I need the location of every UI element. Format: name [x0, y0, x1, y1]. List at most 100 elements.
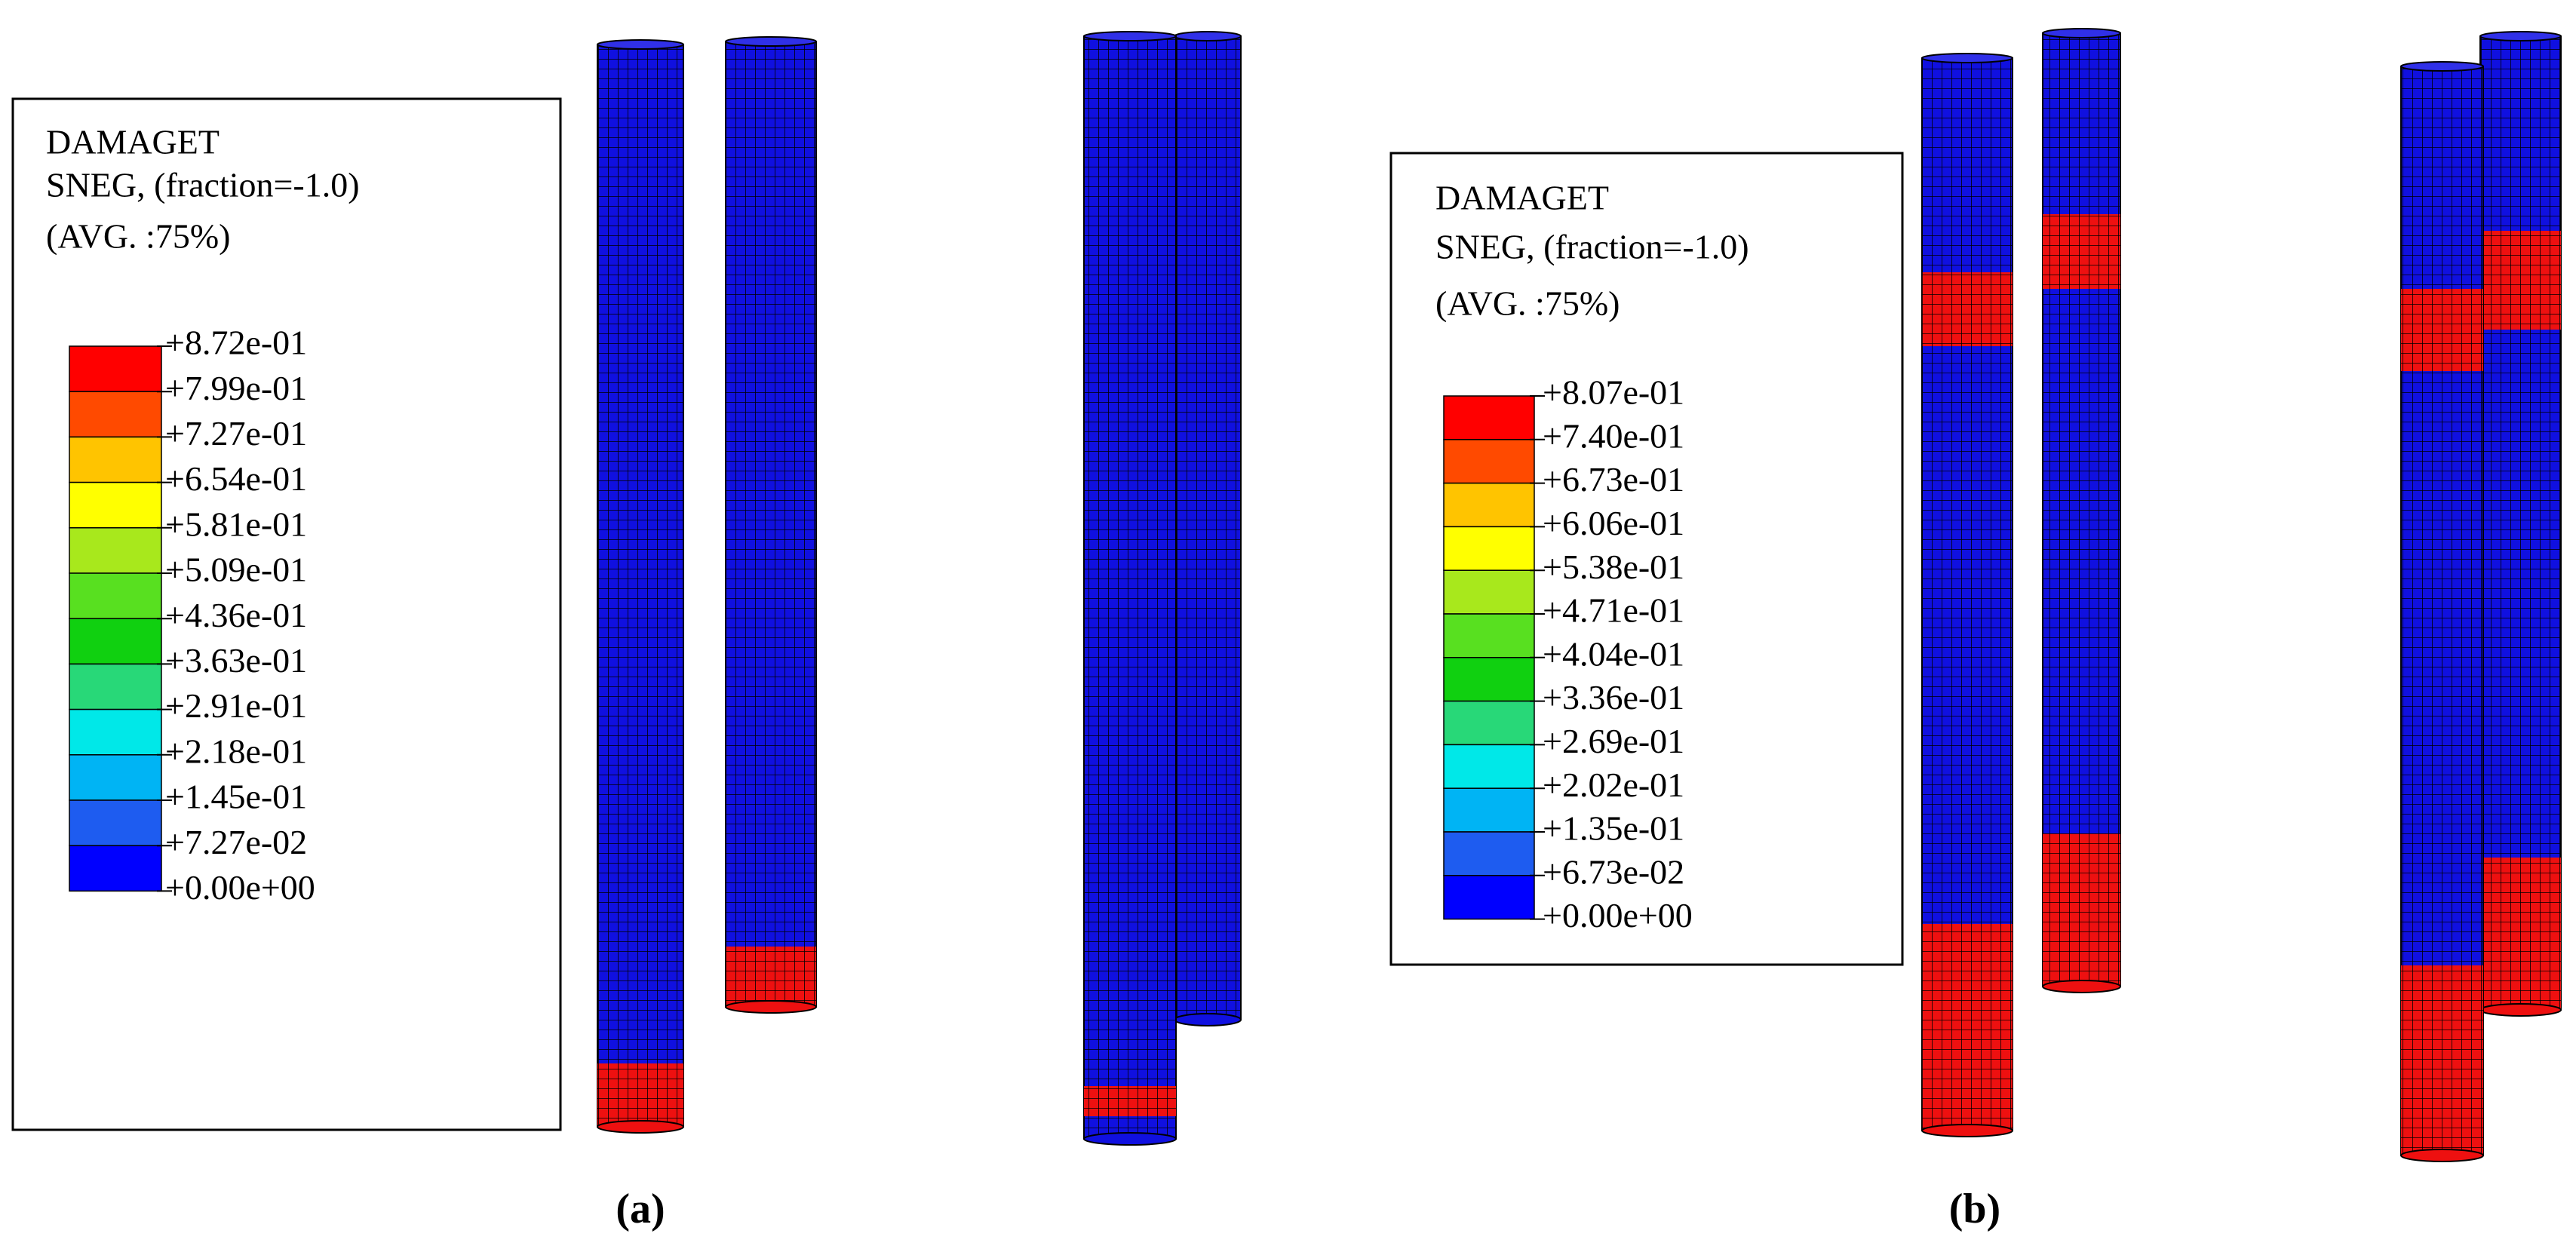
legend-level: +0.00e+00	[1543, 896, 1693, 934]
legend-title: SNEG, (fraction=-1.0)	[1435, 228, 1749, 266]
column-base	[2479, 1003, 2562, 1017]
legend-level: +1.45e-01	[165, 778, 307, 816]
legend-band	[69, 708, 162, 756]
legend-band	[69, 527, 162, 574]
legend-level: +2.18e-01	[165, 732, 307, 770]
legend-band	[69, 799, 162, 846]
legend-band	[1443, 657, 1535, 702]
column-top	[725, 36, 817, 47]
legend-title: SNEG, (fraction=-1.0)	[46, 166, 360, 204]
columns	[597, 28, 2562, 1162]
damage-zone	[1922, 924, 2013, 1131]
column	[1083, 31, 1177, 1146]
legend-level: +2.69e-01	[1543, 722, 1684, 760]
damage-zone	[2480, 858, 2561, 1010]
panel-label: (b)	[1949, 1186, 2000, 1232]
legend-level: +1.35e-01	[1543, 809, 1684, 848]
legend-title: (AVG. :75%)	[1435, 284, 1620, 323]
legend-band	[69, 845, 162, 892]
legend-level: +0.00e+00	[165, 868, 315, 907]
legend-level: +6.73e-01	[1543, 460, 1684, 499]
damage-zone	[726, 947, 816, 1007]
legend-level: +4.71e-01	[1543, 591, 1684, 630]
legend-band	[1443, 439, 1535, 484]
column-body	[725, 41, 817, 1008]
damage-zone	[2043, 214, 2120, 289]
legend-band	[69, 572, 162, 619]
legend-level: +6.06e-01	[1543, 504, 1684, 542]
column	[597, 39, 684, 1134]
column	[2042, 28, 2121, 993]
column	[2400, 61, 2484, 1162]
legend-band	[1443, 526, 1535, 571]
legend-band	[69, 436, 162, 483]
damage-zone	[597, 1063, 683, 1127]
legend-band	[69, 391, 162, 438]
damage-zone	[1084, 1086, 1176, 1116]
damage-zone	[2401, 289, 2483, 371]
legend-level: +5.38e-01	[1543, 548, 1684, 586]
legend-band	[1443, 787, 1535, 833]
column-base	[1921, 1124, 2013, 1137]
column-top	[597, 39, 684, 50]
legend-band	[1443, 831, 1535, 876]
column-top	[2400, 61, 2484, 72]
legend-level: +2.02e-01	[1543, 766, 1684, 804]
column	[2479, 31, 2562, 1017]
column-base	[2042, 980, 2121, 993]
legend-level: +7.99e-01	[165, 369, 307, 407]
legend-level: +8.72e-01	[165, 324, 307, 362]
legend-level: +7.40e-01	[1543, 416, 1684, 455]
column-top	[2042, 28, 2121, 38]
legend-band	[1443, 875, 1535, 920]
legend-level: +4.04e-01	[1543, 634, 1684, 673]
legend-level: +7.27e-02	[165, 823, 307, 861]
legend-band	[1443, 700, 1535, 746]
legend-band	[1443, 482, 1535, 528]
column	[725, 36, 817, 1014]
column	[1921, 53, 2013, 1137]
column-base	[2400, 1149, 2484, 1162]
legend: DAMAGET SNEG, (fraction=-1.0) (AVG. :75%) +…	[11, 97, 562, 1131]
legend-band	[69, 481, 162, 529]
legend-level: +5.81e-01	[165, 505, 307, 543]
column-body	[597, 44, 684, 1128]
legend-band	[1443, 569, 1535, 615]
legend-title: DAMAGET	[1435, 179, 1609, 217]
panel-label: (a)	[616, 1186, 665, 1232]
column-base	[597, 1120, 684, 1134]
column-body	[1174, 35, 1242, 1020]
damage-zone	[2480, 231, 2561, 330]
legend-title: (AVG. :75%)	[46, 217, 230, 256]
legend-level: +5.09e-01	[165, 551, 307, 589]
legend-title: DAMAGET	[46, 123, 220, 161]
legend-level: +8.07e-01	[1543, 373, 1684, 412]
legend-level: +3.36e-01	[1543, 678, 1684, 717]
column-base	[725, 1000, 817, 1014]
column-top	[1083, 31, 1177, 41]
legend-band	[69, 663, 162, 710]
column-body	[1083, 35, 1177, 1140]
legend-band	[69, 754, 162, 801]
legend-band	[1443, 744, 1535, 789]
legend-level: +6.54e-01	[165, 459, 307, 498]
legend-level: +2.91e-01	[165, 686, 307, 725]
legend-band	[1443, 613, 1535, 658]
legend-level: +3.63e-01	[165, 641, 307, 680]
damage-zone	[1922, 272, 2013, 346]
legend-band	[69, 345, 162, 392]
column	[1174, 31, 1242, 1026]
column-base	[1083, 1132, 1177, 1146]
column-top	[2479, 31, 2562, 41]
legend-level: +4.36e-01	[165, 596, 307, 634]
column-body	[2479, 35, 2562, 1011]
column-base	[1174, 1013, 1242, 1026]
column-top	[1921, 53, 2013, 63]
damage-zone	[2043, 833, 2120, 987]
column-top	[1174, 31, 1242, 41]
damage-zone	[2401, 965, 2483, 1155]
legend: DAMAGET SNEG, (fraction=-1.0) (AVG. :75%) +…	[1389, 152, 1904, 966]
legend-band	[69, 618, 162, 665]
legend-band	[1443, 395, 1535, 440]
